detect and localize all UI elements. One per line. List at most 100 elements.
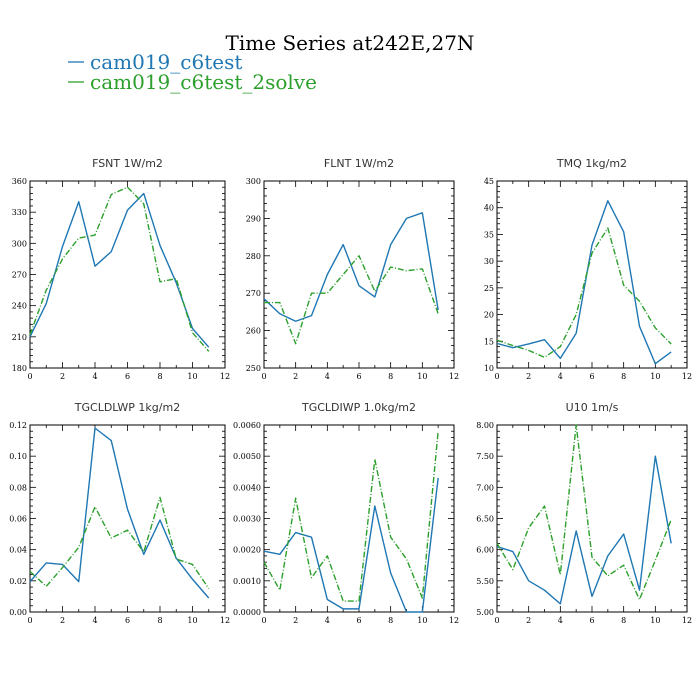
- x-tick-label-u10: 10: [650, 616, 660, 625]
- x-tick-label-u10: 12: [682, 616, 692, 625]
- series-line-fsnt-c6test: [29, 192, 210, 348]
- panel-title-flnt: FLNT 1W/m2: [324, 157, 394, 170]
- x-tick-label-tgcldlwp: 0: [27, 616, 32, 625]
- x-tick-label-tmq: 2: [526, 372, 531, 381]
- x-tick-label-flnt: 0: [261, 372, 266, 381]
- x-tick-label-flnt: 6: [356, 372, 361, 381]
- panel-title-tgcldlwp: TGCLDLWP 1kg/m2: [74, 401, 180, 414]
- x-tick-label-u10: 0: [494, 616, 499, 625]
- x-tick-label-tmq: 8: [621, 372, 626, 381]
- series-line-flnt-c6test-2solve: [264, 255, 439, 345]
- y-tick-label-tgcldlwp: 0.06: [9, 515, 27, 524]
- figure-title: Time Series at242E,27N: [226, 31, 475, 55]
- legend-label-c6test-2solve: cam019_c6test_2solve: [90, 70, 317, 94]
- y-tick-label-tgcldiwp: 0.0040: [233, 483, 261, 492]
- series-line-tgcldlwp-c6test: [29, 427, 210, 599]
- panel-flnt: FLNT 1W/m2 0 2 4 6 8 10 12 250 260 270 280 290 300: [246, 157, 459, 381]
- y-tick-label-tgcldlwp: 0.00: [9, 608, 27, 617]
- x-tick-label-fsnt: 2: [60, 372, 65, 381]
- x-tick-label-tgcldlwp: 8: [157, 616, 162, 625]
- plot-frame-flnt: [263, 180, 455, 369]
- panel-title-fsnt: FSNT 1W/m2: [92, 157, 163, 170]
- y-tick-label-fsnt: 270: [12, 271, 27, 280]
- y-tick-label-flnt: 290: [246, 214, 261, 223]
- panel-u10: U10 1m/s 0 2 4 6 8 10 12 5.00 5.50 6.00 6.50 7.00 7.5…: [476, 401, 692, 625]
- y-tick-label-tgcldiwp: 0.0020: [233, 546, 261, 555]
- x-tick-label-tgcldlwp: 4: [92, 616, 97, 625]
- y-tick-label-tmq: 15: [484, 337, 494, 346]
- y-tick-label-tmq: 40: [484, 204, 494, 213]
- x-tick-label-u10: 2: [526, 616, 531, 625]
- y-tick-label-flnt: 300: [246, 177, 261, 186]
- x-tick-label-fsnt: 4: [92, 372, 97, 381]
- x-tick-label-flnt: 4: [325, 372, 330, 381]
- y-tick-label-tgcldlwp: 0.08: [9, 483, 27, 492]
- x-tick-label-fsnt: 6: [125, 372, 130, 381]
- y-tick-label-u10: 5.50: [476, 577, 494, 586]
- x-tick-label-tmq: 0: [494, 372, 499, 381]
- y-tick-label-tgcldlwp: 0.10: [9, 452, 27, 461]
- x-tick-label-u10: 8: [621, 616, 626, 625]
- x-tick-label-flnt: 10: [417, 372, 427, 381]
- legend: cam019_c6test cam019_c6test_2solve: [68, 50, 317, 94]
- series-line-tgcldlwp-c6test-2solve: [29, 496, 210, 590]
- x-tick-label-fsnt: 0: [27, 372, 32, 381]
- x-tick-label-tgcldlwp: 10: [187, 616, 197, 625]
- y-tick-label-fsnt: 360: [12, 177, 27, 186]
- y-tick-label-fsnt: 210: [12, 333, 27, 342]
- y-tick-label-u10: 6.50: [476, 515, 494, 524]
- x-tick-label-tgcldlwp: 12: [220, 616, 230, 625]
- panel-fsnt: FSNT 1W/m2 0 2 4 6 8 10 12 180 210 240 270 300 330 360: [12, 157, 230, 381]
- y-tick-label-flnt: 280: [246, 252, 261, 261]
- panel-title-tmq: TMQ 1kg/m2: [556, 157, 627, 170]
- series-line-tgcldiwp-c6test-2solve: [263, 431, 439, 602]
- x-tick-label-tmq: 6: [589, 372, 594, 381]
- plot-frame-fsnt: [29, 180, 226, 369]
- series-line-tmq-c6test: [496, 200, 672, 365]
- x-tick-label-flnt: 2: [293, 372, 298, 381]
- y-tick-label-tmq: 20: [484, 311, 494, 320]
- plot-frame-tmq: [496, 180, 688, 369]
- x-tick-label-u10: 4: [558, 616, 563, 625]
- y-tick-label-tgcldlwp: 0.12: [9, 421, 27, 430]
- series-line-fsnt-c6test-2solve: [29, 186, 210, 352]
- x-tick-label-tmq: 10: [650, 372, 660, 381]
- y-tick-label-tmq: 35: [484, 230, 494, 239]
- y-tick-label-tgcldiwp: 0.0000: [233, 608, 261, 617]
- y-tick-label-tgcldlwp: 0.02: [9, 577, 27, 586]
- x-tick-label-tgcldiwp: 6: [356, 616, 361, 625]
- plot-frame-u10: [496, 424, 688, 613]
- y-tick-label-tgcldiwp: 0.0010: [233, 577, 261, 586]
- x-tick-label-fsnt: 12: [220, 372, 230, 381]
- x-tick-label-tgcldiwp: 12: [449, 616, 459, 625]
- panel-title-tgcldiwp: TGCLDIWP 1.0kg/m2: [301, 401, 416, 414]
- series-line-flnt-c6test: [263, 212, 439, 322]
- y-tick-label-fsnt: 240: [12, 302, 27, 311]
- y-tick-label-fsnt: 300: [12, 239, 27, 248]
- y-tick-label-tmq: 10: [484, 364, 494, 373]
- x-tick-label-tgcldiwp: 4: [325, 616, 330, 625]
- x-tick-label-u10: 6: [589, 616, 594, 625]
- x-tick-label-tgcldiwp: 8: [388, 616, 393, 625]
- series-line-u10-c6test: [496, 455, 672, 605]
- x-tick-label-tgcldiwp: 0: [261, 616, 266, 625]
- series-line-tmq-c6test-2solve: [496, 227, 672, 359]
- y-tick-label-u10: 5.00: [476, 608, 494, 617]
- series-line-tgcldiwp-c6test: [263, 477, 439, 613]
- panel-tgcldlwp: TGCLDLWP 1kg/m2 0 2 4 6 8 10 12 0.00 0.02 0.04 0.06…: [9, 401, 230, 625]
- y-tick-label-tgcldiwp: 0.0050: [233, 452, 261, 461]
- x-tick-label-flnt: 12: [449, 372, 459, 381]
- y-tick-label-u10: 7.00: [476, 483, 494, 492]
- y-tick-label-u10: 7.50: [476, 452, 494, 461]
- panel-tgcldiwp: TGCLDIWP 1.0kg/m2 0 2 4 6 8 10 12 0.0000 0.0010 0.…: [233, 401, 459, 625]
- x-tick-label-tmq: 12: [682, 372, 692, 381]
- x-tick-label-tgcldiwp: 2: [293, 616, 298, 625]
- y-tick-label-tmq: 25: [484, 284, 494, 293]
- y-tick-label-fsnt: 330: [12, 208, 27, 217]
- x-tick-label-fsnt: 8: [157, 372, 162, 381]
- panels: FSNT 1W/m20 2 4 6 8 10 12180210240270300330360…: [9, 157, 692, 625]
- y-tick-label-tgcldlwp: 0.04: [9, 546, 27, 555]
- x-tick-label-tgcldiwp: 10: [417, 616, 427, 625]
- y-tick-label-tgcldiwp: 0.0060: [233, 421, 261, 430]
